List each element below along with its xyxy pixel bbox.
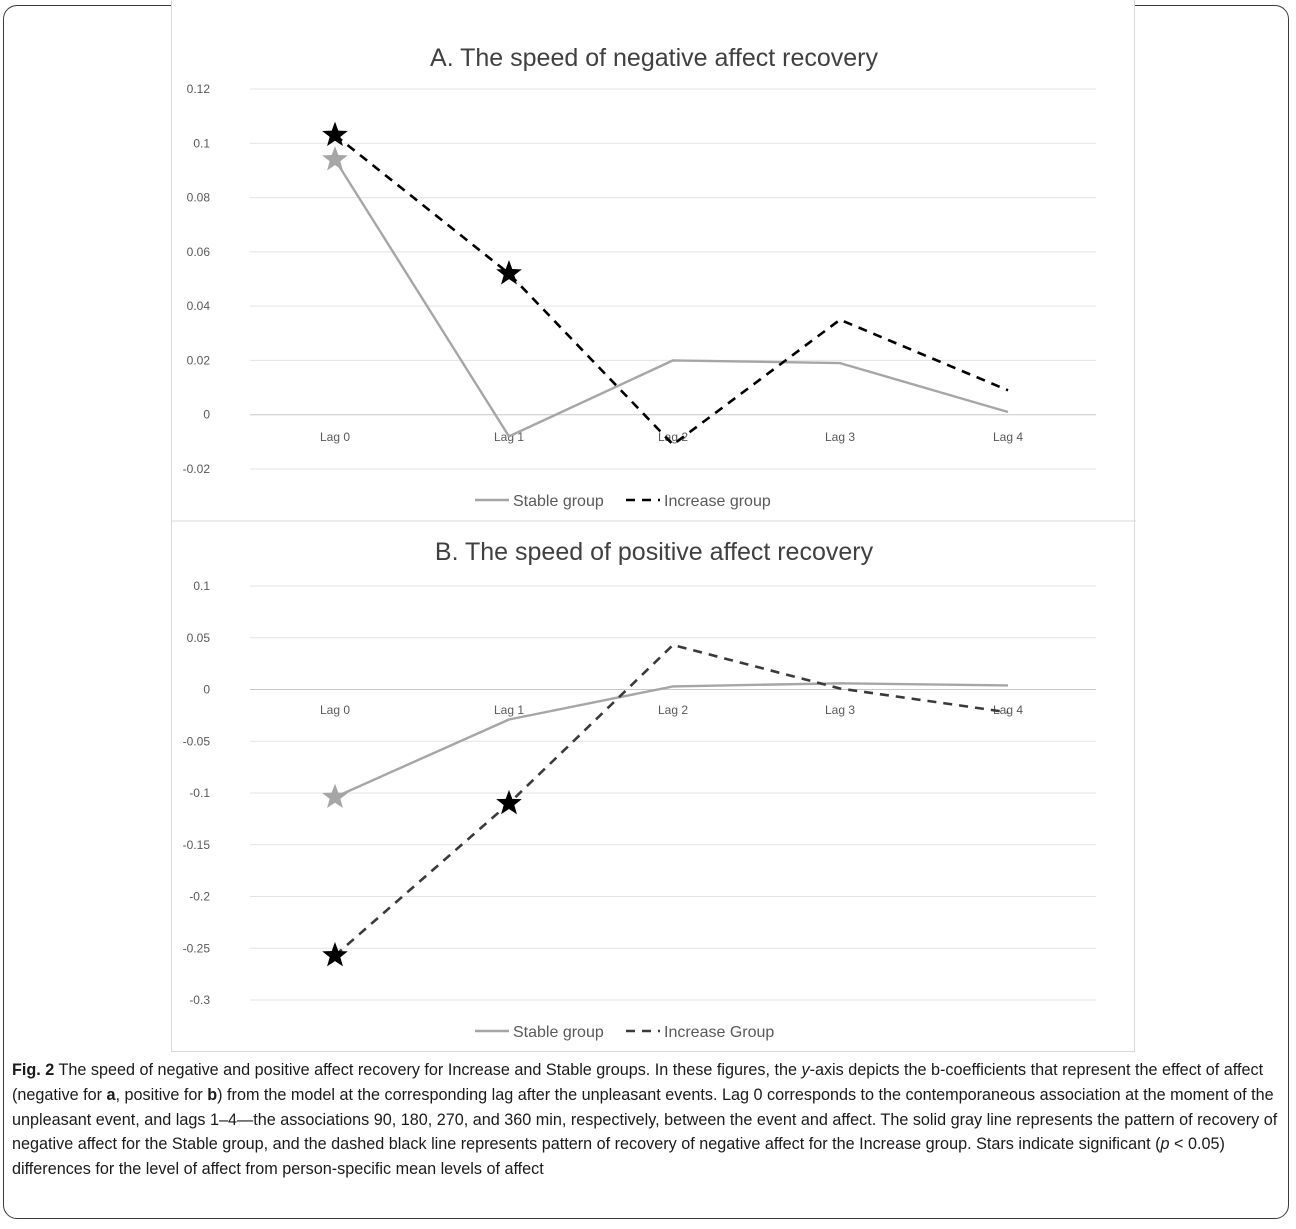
caption-text-1: The speed of negative and positive affec… (54, 1061, 802, 1079)
y-tick-label: -0.02 (183, 462, 211, 476)
y-tick-label: -0.25 (183, 941, 211, 955)
legend-label: Stable group (513, 493, 604, 510)
y-tick-label: -0.05 (183, 734, 211, 748)
y-tick-label: 0.12 (187, 82, 211, 96)
caption-label: Fig. 2 (12, 1061, 55, 1079)
caption-text-2: -axis depicts the b-coefficients that re… (12, 1061, 1264, 1104)
caption-bold-a: a (106, 1085, 116, 1104)
x-tick-label: Lag 0 (320, 703, 350, 717)
y-tick-label: 0.05 (187, 631, 211, 645)
y-tick-label: 0.1 (193, 136, 210, 150)
x-tick-label: Lag 4 (993, 430, 1023, 444)
y-tick-label: 0.06 (187, 245, 211, 259)
x-tick-label: Lag 2 (658, 430, 688, 444)
significance-star (322, 121, 348, 147)
y-tick-label: -0.2 (189, 890, 210, 904)
significance-star (322, 783, 348, 809)
y-tick-label: -0.1 (189, 786, 210, 800)
figure-caption: Fig. 2 The speed of negative and positiv… (12, 1058, 1280, 1182)
y-tick-label: 0.02 (187, 353, 211, 367)
chart-svg: A. The speed of negative affect recovery… (172, 44, 1136, 1041)
series-line-1 (334, 643, 1009, 957)
significance-star (496, 789, 522, 815)
significance-star (322, 942, 348, 967)
legend-label: Increase Group (664, 1024, 774, 1041)
y-tick-label: 0.08 (187, 191, 211, 205)
y-tick-label: -0.3 (189, 993, 210, 1007)
series-line-0 (334, 682, 1009, 799)
legend-label: Increase group (664, 493, 771, 510)
chart-panel-0: A. The speed of negative affect recovery… (183, 44, 1096, 510)
chart-title: A. The speed of negative affect recovery (430, 44, 878, 72)
x-tick-label: Lag 3 (825, 430, 855, 444)
x-tick-label: Lag 1 (494, 703, 524, 717)
series-line-0 (333, 158, 1009, 438)
series-line-1 (334, 134, 1009, 446)
legend-label: Stable group (513, 1024, 604, 1041)
y-tick-label: -0.15 (183, 838, 211, 852)
caption-text-4: ) from the model at the corresponding la… (12, 1085, 1278, 1154)
x-tick-label: Lag 4 (993, 703, 1023, 717)
y-tick-label: 0 (203, 683, 210, 697)
caption-italic-y: y (801, 1061, 810, 1079)
caption-bold-b: b (207, 1085, 218, 1104)
caption-text-3: , positive for (115, 1085, 208, 1104)
caption-italic-p: p (1160, 1135, 1170, 1154)
y-tick-label: 0.04 (187, 299, 211, 313)
x-tick-label: Lag 3 (825, 703, 855, 717)
significance-star (496, 260, 522, 285)
y-tick-label: 0 (203, 408, 210, 422)
x-tick-label: Lag 2 (658, 703, 688, 717)
chart-title: B. The speed of positive affect recovery (435, 538, 874, 566)
caption-text-5: < 0.05) differences for the level of aff… (12, 1135, 1225, 1179)
significance-star (322, 146, 348, 171)
chart-area: A. The speed of negative affect recovery… (171, 0, 1136, 1052)
chart-panel-1: B. The speed of positive affect recovery… (183, 538, 1096, 1041)
y-tick-label: 0.1 (193, 579, 210, 593)
x-tick-label: Lag 0 (320, 430, 350, 444)
